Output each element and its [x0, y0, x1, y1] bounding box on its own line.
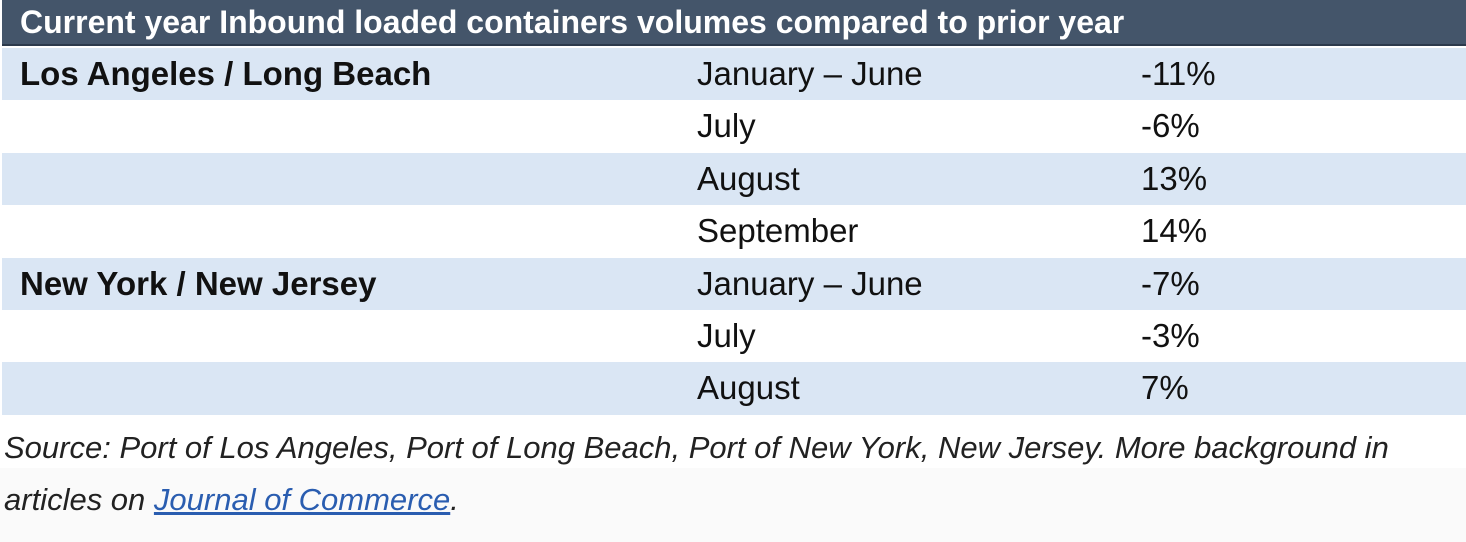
source-text: Source: Port of Los Angeles, Port of Lon… [4, 422, 1444, 526]
change-cell: -6% [1141, 107, 1200, 145]
period-cell: August [697, 369, 800, 407]
period-cell: July [697, 107, 756, 145]
change-cell: 13% [1141, 159, 1208, 197]
port-cell: Los Angeles / Long Beach [20, 55, 432, 92]
source-suffix: . [450, 482, 459, 517]
change-cell: -7% [1141, 264, 1200, 302]
table-row: Los Angeles / Long Beach January – June … [2, 48, 1466, 101]
table-body: Los Angeles / Long Beach January – June … [2, 48, 1466, 415]
table-row: August 13% [2, 152, 1466, 206]
table-row: July -3% [2, 309, 1466, 363]
change-cell: -11% [1141, 55, 1216, 92]
table-row: New York / New Jersey January – June -7% [2, 257, 1466, 310]
change-cell: -3% [1141, 316, 1200, 354]
port-cell: New York / New Jersey [20, 264, 377, 302]
period-cell: January – June [697, 264, 923, 302]
source-label: Source: Port of Los Angeles, Port of Lon… [4, 430, 1389, 517]
table-row: July -6% [2, 100, 1466, 153]
table-header: Current year Inbound loaded containers v… [2, 0, 1466, 46]
period-cell: January – June [697, 55, 923, 92]
table-row: August 7% [2, 362, 1466, 415]
period-cell: September [697, 212, 859, 250]
change-cell: 7% [1141, 369, 1189, 407]
change-cell: 14% [1141, 212, 1208, 250]
journal-of-commerce-link[interactable]: Journal of Commerce [153, 482, 451, 517]
table-title: Current year Inbound loaded containers v… [20, 4, 1125, 40]
table-row: September 14% [2, 205, 1466, 258]
period-cell: August [697, 159, 800, 197]
period-cell: July [697, 316, 756, 354]
source-note: Source: Port of Los Angeles, Port of Lon… [0, 430, 1466, 542]
